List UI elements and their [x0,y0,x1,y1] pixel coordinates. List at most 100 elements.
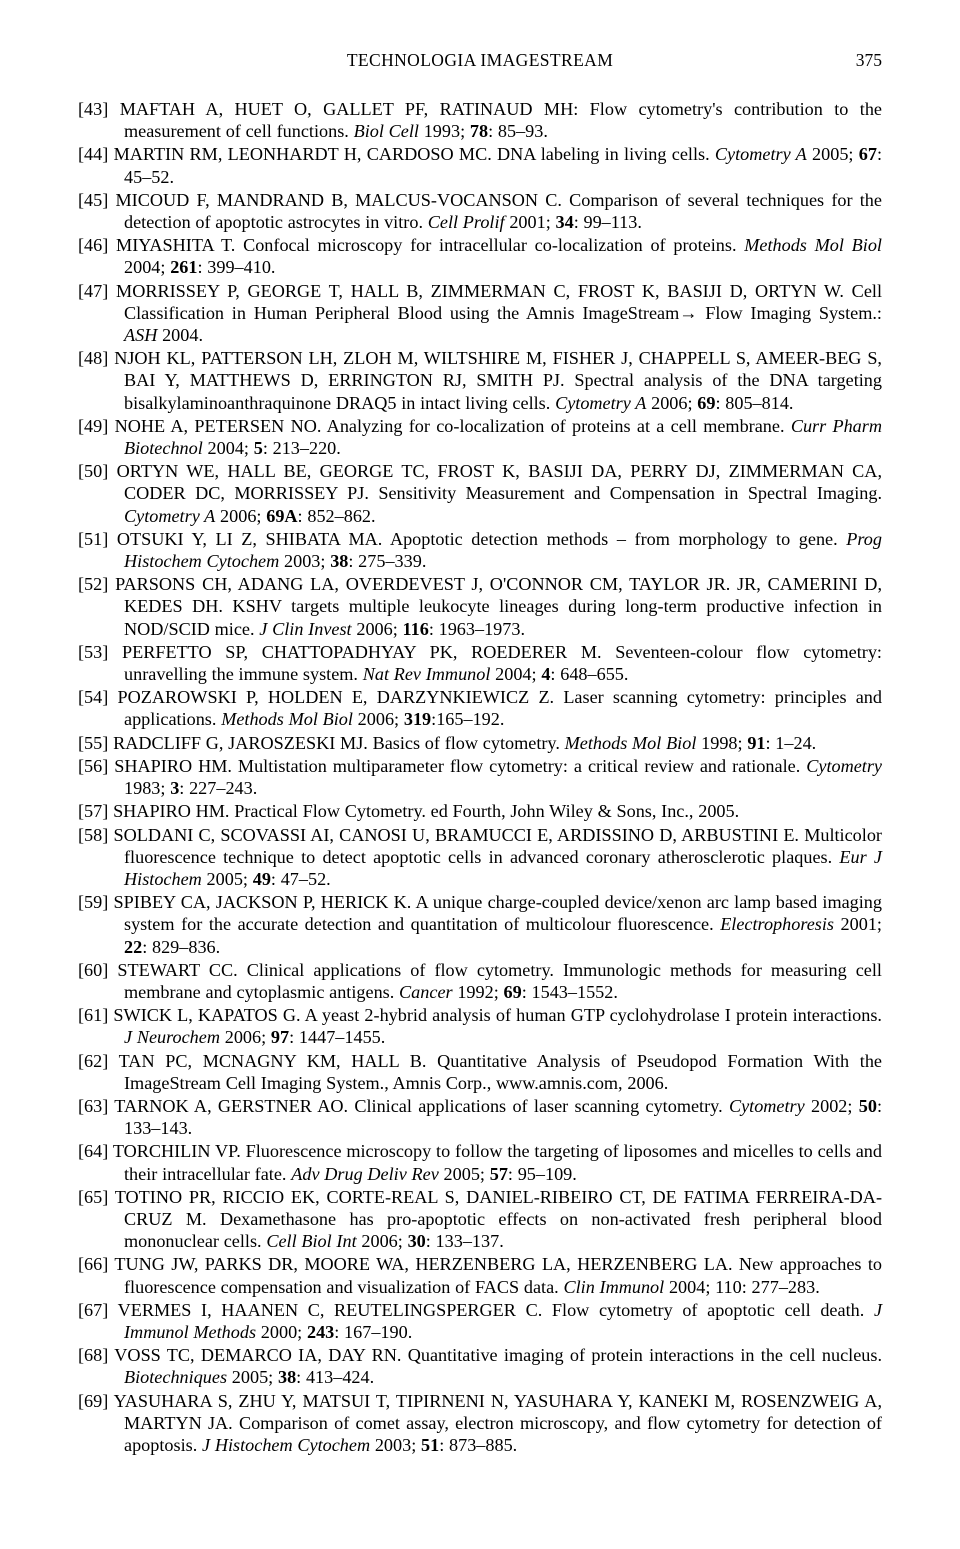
reference-text: Clin Immunol [563,1277,664,1297]
reference-text: 38 [278,1367,296,1387]
reference-text: MIYASHITA T. Confocal microscopy for int… [116,235,744,255]
reference-number: [63] [78,1096,114,1116]
reference-number: [55] [78,733,113,753]
reference-text: 51 [421,1435,439,1455]
reference-item: [57] SHAPIRO HM. Practical Flow Cytometr… [78,800,882,822]
reference-text: 69A [266,506,297,526]
reference-text: 2006; [215,506,266,526]
reference-item: [53] PERFETTO SP, CHATTOPADHYAY PK, ROED… [78,641,882,685]
reference-text: 2006; [646,393,697,413]
reference-item: [69] YASUHARA S, ZHU Y, MATSUI T, TIPIRN… [78,1390,882,1457]
reference-text: : 399–410. [197,257,275,277]
reference-text: Cytometry A [555,393,646,413]
reference-item: [49] NOHE A, PETERSEN NO. Analyzing for … [78,415,882,459]
reference-text: MARTIN RM, LEONHARDT H, CARDOSO MC. DNA … [114,144,715,164]
reference-text: J Clin Invest [259,619,351,639]
reference-number: [49] [78,416,115,436]
reference-number: [58] [78,825,114,845]
reference-text: 69 [697,393,715,413]
reference-text: 2004; [490,664,541,684]
reference-item: [66] TUNG JW, PARKS DR, MOORE WA, HERZEN… [78,1253,882,1297]
reference-text: 22 [124,937,142,957]
reference-item: [43] MAFTAH A, HUET O, GALLET PF, RATINA… [78,98,882,142]
reference-text: 67 [859,144,877,164]
reference-text: 2001; [834,914,882,934]
reference-text: Methods Mol Biol [221,709,353,729]
reference-text: 2004; [124,257,170,277]
reference-item: [67] VERMES I, HAANEN C, REUTELINGSPERGE… [78,1299,882,1343]
reference-text: 2000; [256,1322,307,1342]
reference-text: SWICK L, KAPATOS G. A yeast 2-hybrid ana… [113,1005,882,1025]
reference-text: Methods Mol Biol [744,235,882,255]
reference-text: 1992; [453,982,504,1002]
reference-text: Cell Prolif [428,212,505,232]
reference-text: : 213–220. [263,438,341,458]
reference-text: 2005; [439,1164,490,1184]
reference-text: 30 [408,1231,426,1251]
reference-text: 2006; [220,1027,271,1047]
reference-item: [58] SOLDANI C, SCOVASSI AI, CANOSI U, B… [78,824,882,891]
reference-number: [54] [78,687,118,707]
reference-text: 2004. [157,325,203,345]
reference-text: : 95–109. [508,1164,577,1184]
reference-item: [62] TAN PC, MCNAGNY KM, HALL B. Quantit… [78,1050,882,1094]
reference-text: SOLDANI C, SCOVASSI AI, CANOSI U, BRAMUC… [114,825,882,867]
reference-text: 2005; [202,869,253,889]
reference-text: 2003; [279,551,330,571]
reference-text: SHAPIRO HM. Practical Flow Cytometry. ed… [113,801,739,821]
reference-number: [64] [78,1141,113,1161]
reference-text: : 1–24. [766,733,817,753]
reference-text: 57 [490,1164,508,1184]
reference-text: : 99–113. [574,212,642,232]
reference-number: [44] [78,144,114,164]
reference-text: 1983; [124,778,170,798]
reference-text: Biol Cell [354,121,419,141]
reference-text: 5 [254,438,263,458]
reference-item: [68] VOSS TC, DEMARCO IA, DAY RN. Quanti… [78,1344,882,1388]
reference-text: 2002; [805,1096,859,1116]
reference-text: 2004; 110: 277–283. [664,1277,820,1297]
reference-number: [69] [78,1391,114,1411]
reference-text: 49 [253,869,271,889]
reference-text: RADCLIFF G, JAROSZESKI MJ. Basics of flo… [113,733,565,753]
reference-item: [63] TARNOK A, GERSTNER AO. Clinical app… [78,1095,882,1139]
reference-item: [48] NJOH KL, PATTERSON LH, ZLOH M, WILT… [78,347,882,414]
reference-number: [51] [78,529,117,549]
reference-item: [47] MORRISSEY P, GEORGE T, HALL B, ZIMM… [78,280,882,347]
running-head: TECHNOLOGIA IMAGESTREAM 375 [78,50,882,72]
reference-number: [61] [78,1005,113,1025]
reference-text: Cell Biol Int [266,1231,356,1251]
reference-text: SHAPIRO HM. Multistation multiparameter … [114,756,806,776]
reference-item: [44] MARTIN RM, LEONHARDT H, CARDOSO MC.… [78,143,882,187]
reference-text: : 1543–1552. [522,982,618,1002]
reference-item: [64] TORCHILIN VP. Fluorescence microsco… [78,1140,882,1184]
reference-text: 1998; [696,733,747,753]
running-title: TECHNOLOGIA IMAGESTREAM [78,50,882,71]
reference-text: Cytometry A [124,506,215,526]
reference-item: [46] MIYASHITA T. Confocal microscopy fo… [78,234,882,278]
reference-text: Cancer [399,982,453,1002]
reference-item: [65] TOTINO PR, RICCIO EK, CORTE-REAL S,… [78,1186,882,1253]
page-number: 375 [856,50,882,71]
reference-text: Electrophoresis [720,914,834,934]
reference-text: Adv Drug Deliv Rev [291,1164,439,1184]
reference-text: 2005; [227,1367,278,1387]
reference-item: [60] STEWART CC. Clinical applications o… [78,959,882,1003]
reference-number: [67] [78,1300,118,1320]
reference-number: [52] [78,574,115,594]
reference-number: [47] [78,281,116,301]
reference-number: [60] [78,960,117,980]
reference-text: : 1447–1455. [289,1027,385,1047]
reference-number: [66] [78,1254,114,1274]
reference-item: [55] RADCLIFF G, JAROSZESKI MJ. Basics o… [78,732,882,754]
reference-number: [56] [78,756,114,776]
reference-text: Nat Rev Immunol [363,664,491,684]
reference-text: : 1963–1973. [429,619,525,639]
reference-text: TAN PC, MCNAGNY KM, HALL B. Quantitative… [119,1051,882,1093]
reference-number: [43] [78,99,120,119]
reference-text: 38 [330,551,348,571]
reference-text: : 805–814. [715,393,793,413]
reference-text: : 413–424. [296,1367,374,1387]
reference-text: 2005; [807,144,859,164]
reference-text: : 648–655. [550,664,628,684]
